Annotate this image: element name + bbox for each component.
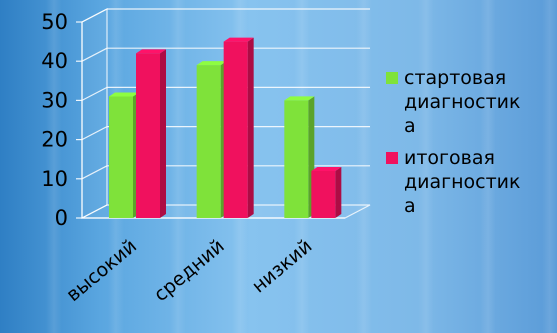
- bar: [196, 65, 221, 219]
- x-axis-tick-labels: высокий средний низкий: [62, 235, 316, 306]
- bar: [284, 100, 309, 218]
- bar-side: [160, 49, 166, 218]
- legend-item-series-1: стартовая диагностик а: [386, 66, 556, 138]
- bar-top: [136, 49, 166, 54]
- bar-top: [311, 166, 342, 171]
- gridline-side: [81, 86, 108, 101]
- y-tick-label: 0: [55, 206, 68, 230]
- chart-bars: [109, 37, 342, 219]
- legend-swatch-series-2: [386, 152, 398, 164]
- y-tick-label: 50: [41, 10, 68, 34]
- x-tick-label: высокий: [62, 235, 141, 306]
- gridline-side: [81, 126, 108, 141]
- legend-label-line: а: [404, 115, 416, 137]
- bar: [109, 96, 133, 218]
- y-tick-label: 40: [41, 49, 68, 73]
- y-tick-label: 10: [41, 167, 68, 191]
- x-tick-label: средний: [150, 235, 229, 306]
- legend-item-series-2: итоговая диагностик а: [386, 146, 556, 218]
- y-axis-tick-labels: 0 10 20 30 40 50: [41, 10, 68, 230]
- y-tick-label: 30: [41, 88, 68, 112]
- bar-side: [247, 37, 254, 218]
- y-tick-label: 20: [41, 128, 68, 152]
- bar-side: [335, 166, 342, 218]
- gridline-side: [81, 165, 108, 180]
- gridline-side: [81, 47, 108, 62]
- legend-label-line: диагностик: [404, 171, 521, 193]
- side-wall: [81, 8, 108, 219]
- legend-label-line: а: [404, 195, 416, 217]
- bar-top: [284, 96, 315, 101]
- bar-top: [196, 61, 227, 66]
- bar: [311, 170, 336, 218]
- legend-label-line: стартовая: [404, 67, 507, 89]
- bar-top: [109, 92, 139, 97]
- legend-label-line: итоговая: [404, 147, 495, 169]
- bar-top: [223, 37, 254, 42]
- bar: [136, 53, 160, 218]
- x-tick-label: низкий: [248, 235, 317, 298]
- legend-swatch-series-1: [386, 72, 398, 84]
- legend-label-line: диагностик: [404, 91, 521, 113]
- bar: [223, 41, 248, 218]
- chart-legend: стартовая диагностик а итоговая диагност…: [386, 66, 556, 226]
